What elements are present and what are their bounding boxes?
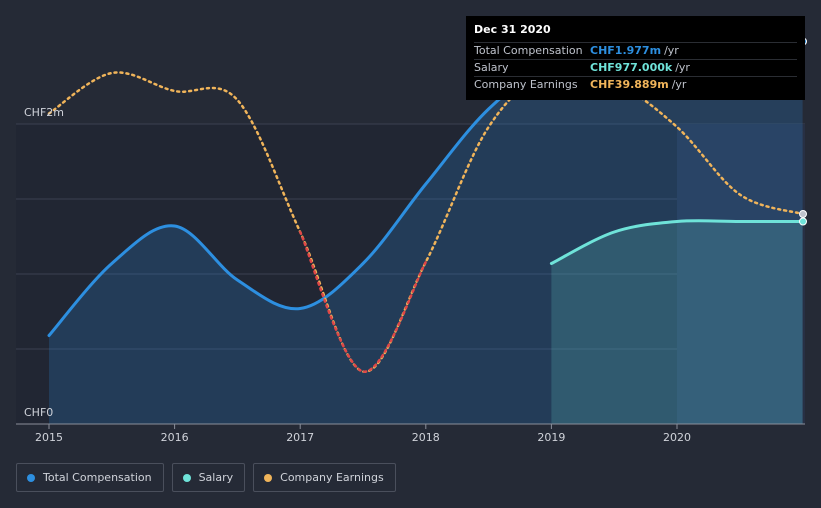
tooltip-row-salary: Salary CHF977.000k /yr — [474, 59, 797, 76]
tooltip: Dec 31 2020 Total Compensation CHF1.977m… — [466, 16, 805, 100]
legend-label: Total Compensation — [43, 471, 152, 484]
tooltip-row-earnings: Company Earnings CHF39.889m /yr — [474, 76, 797, 93]
x-axis: 2015 2016 2017 2018 2019 2020 — [16, 423, 805, 444]
tooltip-value: CHF39.889m — [590, 78, 669, 91]
tooltip-unit: /yr — [664, 44, 679, 57]
tooltip-unit: /yr — [671, 78, 687, 91]
x-tick-label: 2017 — [286, 431, 314, 444]
x-tick-label: 2019 — [537, 431, 565, 444]
tooltip-label: Salary — [474, 61, 509, 74]
x-tick-label: 2015 — [35, 431, 63, 444]
salary-area — [551, 220, 803, 424]
tooltip-value: CHF1.977m — [590, 44, 662, 57]
legend-dot-icon — [27, 473, 35, 482]
tooltip-date: Dec 31 2020 — [474, 23, 551, 36]
total-compensation-area — [49, 41, 803, 424]
y-tick-label: CHF0 — [24, 406, 53, 419]
legend-dot-icon — [264, 473, 273, 482]
company-earnings-negative-segment — [298, 230, 428, 373]
legend-item-salary[interactable]: Salary — [171, 463, 246, 492]
gridlines — [16, 123, 805, 425]
legend-dot-icon — [182, 473, 191, 482]
legend-label: Salary — [198, 471, 234, 484]
legend-item-company-earnings[interactable]: Company Earnings — [253, 463, 396, 492]
x-tick-label: 2020 — [663, 431, 691, 444]
current-period-highlight — [677, 124, 805, 424]
tooltip-unit: /yr — [675, 61, 690, 74]
company-earnings-end-marker — [799, 210, 807, 218]
tooltip-value: CHF977.000k — [590, 61, 673, 74]
tooltip-label: Company Earnings — [474, 78, 578, 91]
legend: Total Compensation Salary Company Earnin… — [16, 463, 396, 492]
x-tick-label: 2016 — [161, 431, 189, 444]
legend-label: Company Earnings — [280, 471, 384, 484]
salary-line — [549, 219, 805, 265]
series-areas — [49, 41, 803, 424]
y-tick-label: CHF2m — [24, 106, 64, 119]
legend-item-total-compensation[interactable]: Total Compensation — [16, 463, 164, 492]
y-axis: CHF2m CHF0 — [24, 106, 64, 419]
tooltip-row-total: Total Compensation CHF1.977m /yr — [474, 42, 797, 59]
tooltip-label: Total Compensation — [474, 44, 583, 57]
salary-end-marker — [799, 217, 807, 226]
x-tick-label: 2018 — [412, 431, 440, 444]
